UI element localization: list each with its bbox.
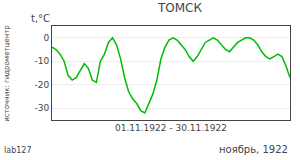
svg-text:01.11.1922 - 30.11.1922: 01.11.1922 - 30.11.1922	[115, 123, 227, 133]
svg-text:lab127: lab127	[4, 146, 31, 155]
svg-text:-10: -10	[34, 56, 49, 66]
svg-text:ТОМСК: ТОМСК	[157, 1, 203, 15]
svg-text:0: 0	[43, 33, 49, 43]
svg-text:-30: -30	[34, 103, 49, 113]
svg-text:t,°C: t,°C	[31, 13, 50, 24]
svg-text:-20: -20	[34, 80, 49, 90]
svg-text:ноябрь, 1922: ноябрь, 1922	[219, 144, 288, 155]
svg-text:источник: гидрометцентр: источник: гидрометцентр	[3, 25, 11, 122]
